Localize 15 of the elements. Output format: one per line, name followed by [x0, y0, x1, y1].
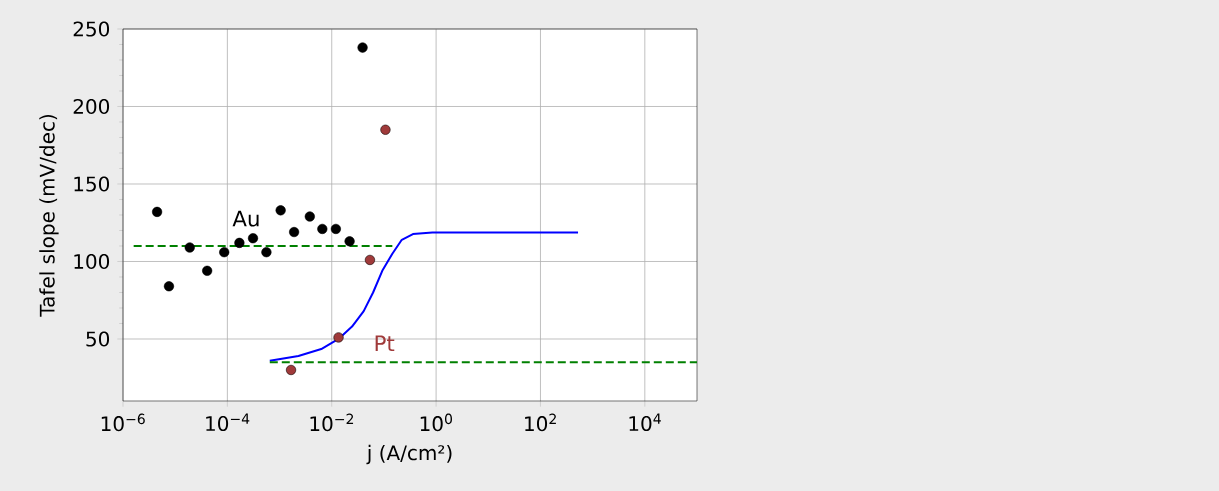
y-tick-label: 250	[73, 21, 110, 37]
annotation: Au	[232, 210, 259, 227]
y-tick-label: 200	[73, 98, 110, 115]
x-tick-label: 10$^{4}$	[629, 413, 661, 432]
y-tick-label: 150	[74, 176, 110, 192]
x-tick-label: 10$^{−4}$	[206, 413, 250, 432]
y-axis-title: Tafel slope (mV/dec)	[39, 114, 59, 317]
y-tick-label: 100	[74, 253, 110, 270]
x-tick-label: 10$^{−2}$	[310, 413, 354, 432]
y-tick-label: 50	[86, 331, 110, 347]
annotation: Pt	[375, 335, 395, 352]
x-axis-title: j (A/cm²)	[366, 444, 452, 465]
x-tick-label: 10$^{−6}$	[101, 413, 145, 432]
x-tick-label: 10$^{0}$	[420, 413, 452, 432]
x-tick-label: 10$^{2}$	[525, 413, 556, 432]
